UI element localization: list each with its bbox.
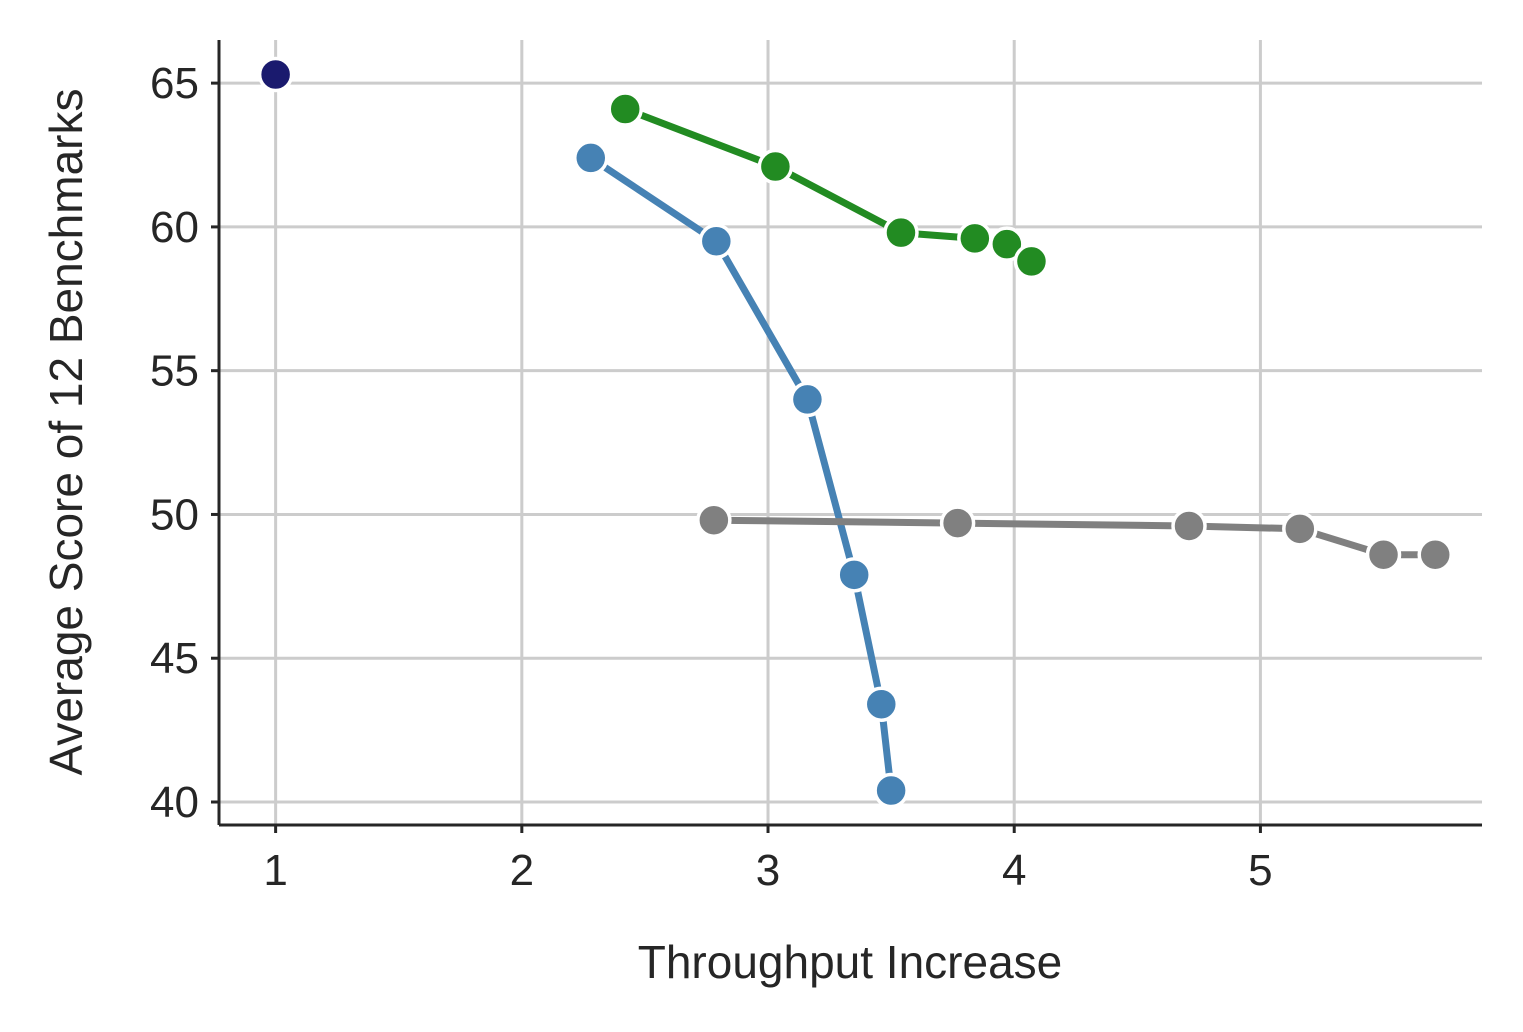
data-point (698, 223, 735, 260)
series-2 (573, 140, 909, 809)
data-point (873, 772, 909, 809)
series-line (587, 154, 895, 794)
data-point (883, 214, 919, 251)
data-point (257, 56, 294, 93)
y-tick-label: 60 (150, 203, 199, 252)
y-tick-label: 40 (150, 778, 199, 827)
x-axis-title: Throughput Increase (638, 936, 1063, 988)
data-point (1365, 536, 1402, 573)
data-point (757, 148, 794, 185)
x-tick-label: 1 (263, 846, 287, 895)
x-tick-label: 3 (756, 846, 780, 895)
data-point (863, 686, 900, 722)
data-point (1171, 508, 1207, 544)
data-point (1282, 511, 1318, 547)
series-3 (696, 502, 1453, 573)
data-point (789, 381, 826, 418)
data-point (1013, 243, 1050, 280)
series-group (257, 56, 1453, 809)
series-0 (257, 56, 294, 93)
x-tick-label: 2 (510, 846, 534, 895)
data-point (607, 91, 643, 127)
data-point (989, 226, 1025, 262)
series-line (710, 516, 1439, 559)
x-tick-label: 5 (1248, 846, 1272, 895)
series-1 (607, 91, 1050, 280)
data-point (696, 502, 732, 538)
axes (211, 40, 1482, 833)
x-tick-label: 4 (1002, 846, 1026, 895)
data-point (573, 140, 609, 176)
y-tick-label: 65 (150, 59, 199, 108)
grid (219, 40, 1482, 825)
y-tick-label: 50 (150, 490, 199, 539)
data-point (836, 557, 872, 593)
data-point (1417, 536, 1453, 573)
y-tick-label: 55 (150, 347, 199, 396)
y-tick-label: 45 (150, 634, 199, 683)
data-point (957, 220, 993, 257)
data-point (939, 505, 976, 541)
y-axis-title: Average Score of 12 Benchmarks (40, 89, 92, 776)
